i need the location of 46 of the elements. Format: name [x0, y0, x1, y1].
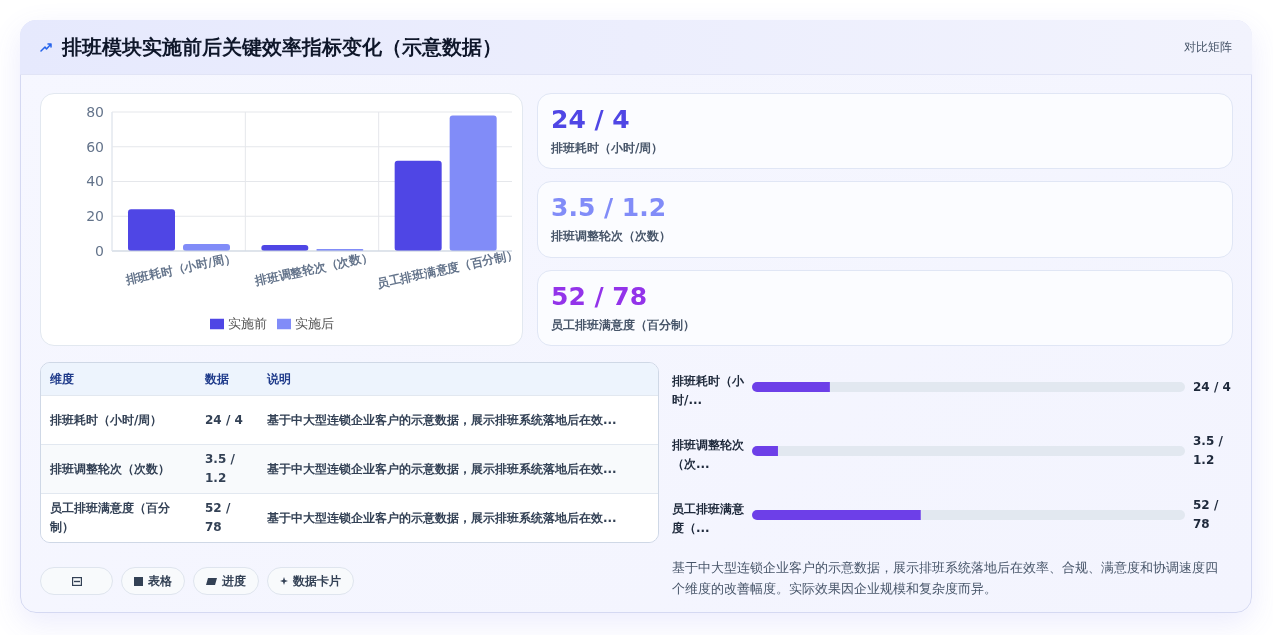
pill-button: 进度: [193, 567, 259, 595]
y-tick-label: 20: [86, 208, 104, 225]
bar: [752, 382, 830, 392]
text: 基于中大型连锁企业客户的示意数据，展示排班系统落地后在效率、合规、满意度和协调速度四个维度的改善幅度。实际效果因企业规模和复杂度而异。: [672, 560, 1218, 596]
text: 员工排班满意度（百分制）: [551, 317, 695, 332]
text: 基于中大型连锁企业客户的示意数据，展示排班系统落地后在效...: [267, 510, 617, 525]
bar: [920, 510, 1185, 520]
legend-label: 实施后: [294, 316, 334, 331]
y-tick-label: 40: [86, 173, 104, 190]
text: 3.5 / 1.2: [205, 452, 235, 485]
bar: [752, 510, 921, 520]
bar: [752, 446, 778, 456]
x-tick-label: 排班调整轮次（次数）: [252, 249, 375, 289]
text: 24 / 4: [551, 105, 630, 134]
y-tick-label: 排班调整轮次（次...: [671, 438, 745, 471]
y-tick-label: 0: [95, 242, 104, 259]
y-tick-label: 80: [86, 103, 104, 120]
bar: [394, 160, 442, 251]
pill-button: 表格: [121, 567, 185, 595]
text: 24 / 4: [205, 412, 243, 427]
x-tick-label: 员工排班满意度（百分制）: [375, 246, 520, 291]
x-tick-label: 排班耗时（小时/周）: [123, 250, 238, 288]
y-tick-label: 员工排班满意度（...: [671, 502, 745, 535]
bar: [777, 446, 1185, 456]
text: 基于中大型连锁企业客户的示意数据，展示排班系统落地后在效...: [267, 412, 617, 427]
text: 3.5 / 1.2: [1193, 434, 1223, 467]
y-tick-label: 排班耗时（小时/...: [671, 374, 745, 407]
text: 对比矩阵: [1184, 38, 1232, 56]
text: 52 / 78: [551, 281, 648, 311]
text: 排班调整轮次（次数）: [551, 229, 671, 244]
legend-label: 实施前: [227, 316, 267, 331]
text: 3.5 / 1.2: [551, 193, 667, 223]
text: 排班耗时（小时/周）: [551, 141, 664, 155]
text: 基于中大型连锁企业客户的示意数据，展示排班系统落地后在效...: [267, 461, 617, 476]
pill-button: 数据卡片: [267, 567, 354, 595]
bar: [449, 115, 497, 251]
text: 排班耗时（小时/周）: [50, 412, 163, 427]
y-tick-label: 60: [86, 138, 104, 155]
text: 排班模块实施前后关键效率指标变化（示意数据）: [62, 33, 502, 61]
text: 52 / 78: [205, 501, 231, 534]
bar: [829, 382, 1185, 392]
text: 24 / 4: [1193, 379, 1231, 394]
bar: [128, 209, 175, 251]
text: 52 / 78: [1193, 498, 1219, 531]
text: 排班调整轮次（次数）: [50, 461, 170, 476]
text: 员工排班满意度（百分制）: [50, 501, 170, 534]
